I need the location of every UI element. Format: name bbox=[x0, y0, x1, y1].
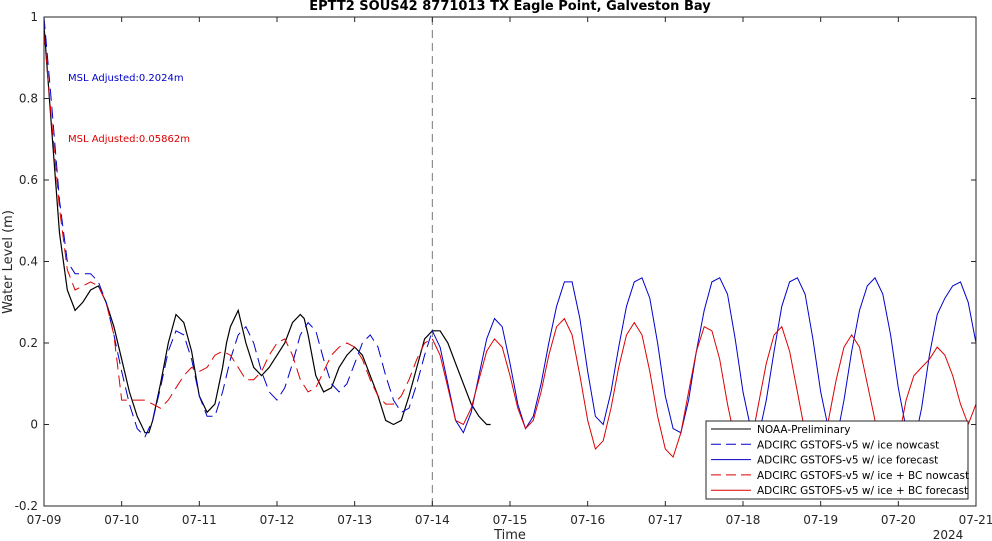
x-tick-label: 07-18 bbox=[726, 513, 761, 527]
legend: NOAA-Preliminary ADCIRC GSTOFS-v5 w/ ice … bbox=[705, 420, 969, 500]
x-tick-label: 07-09 bbox=[27, 513, 62, 527]
legend-label: ADCIRC GSTOFS-v5 w/ ice + BC forecast bbox=[757, 485, 968, 497]
series-line-2 bbox=[44, 17, 433, 438]
x-tick-label: 07-21 bbox=[959, 513, 992, 527]
y-tick-label: 0.6 bbox=[19, 173, 38, 187]
y-axis: -0.2 0 0.2 0.4 0.6 0.8 1 bbox=[15, 10, 976, 513]
series-line-4 bbox=[44, 33, 433, 409]
y-tick-label: -0.2 bbox=[15, 499, 38, 513]
x-tick-label: 07-17 bbox=[648, 513, 683, 527]
legend-label: ADCIRC GSTOFS-v5 w/ ice + BC nowcast bbox=[757, 470, 969, 482]
msl-annotation-nowcast: MSL Adjusted:0.2024m bbox=[68, 73, 184, 84]
year-label: 2024 bbox=[933, 528, 964, 541]
y-tick-label: 0 bbox=[30, 418, 38, 432]
legend-label: ADCIRC GSTOFS-v5 w/ ice nowcast bbox=[757, 439, 939, 451]
x-tick-label: 07-13 bbox=[337, 513, 372, 527]
x-tick-label: 07-19 bbox=[803, 513, 838, 527]
x-tick-label: 07-11 bbox=[182, 513, 217, 527]
x-axis: 07-09 07-10 07-11 07-12 07-13 07-14 07-15 07-16… bbox=[27, 17, 992, 527]
msl-annotation-bc: MSL Adjusted:0.05862m bbox=[68, 134, 190, 145]
y-tick-label: 0.4 bbox=[19, 255, 38, 269]
series-line-1 bbox=[44, 25, 491, 434]
x-tick-label: 07-15 bbox=[493, 513, 528, 527]
y-axis-label: Water Level (m) bbox=[1, 210, 16, 314]
legend-label: ADCIRC GSTOFS-v5 w/ ice forecast bbox=[757, 455, 938, 467]
legend-label: NOAA-Preliminary bbox=[757, 424, 850, 436]
x-tick-label: 07-20 bbox=[881, 513, 916, 527]
y-tick-label: 1 bbox=[30, 10, 38, 24]
x-tick-label: 07-10 bbox=[104, 513, 139, 527]
x-tick-label: 07-12 bbox=[260, 513, 295, 527]
x-tick-label: 07-16 bbox=[570, 513, 605, 527]
chart-title: EPTT2 SOUS42 8771013 TX Eagle Point, Gal… bbox=[309, 0, 711, 14]
y-tick-label: 0.2 bbox=[19, 336, 38, 350]
y-tick-label: 0.8 bbox=[19, 92, 38, 106]
x-tick-label: 07-14 bbox=[415, 513, 450, 527]
series-layer bbox=[44, 17, 976, 463]
x-axis-label: Time bbox=[493, 528, 526, 541]
